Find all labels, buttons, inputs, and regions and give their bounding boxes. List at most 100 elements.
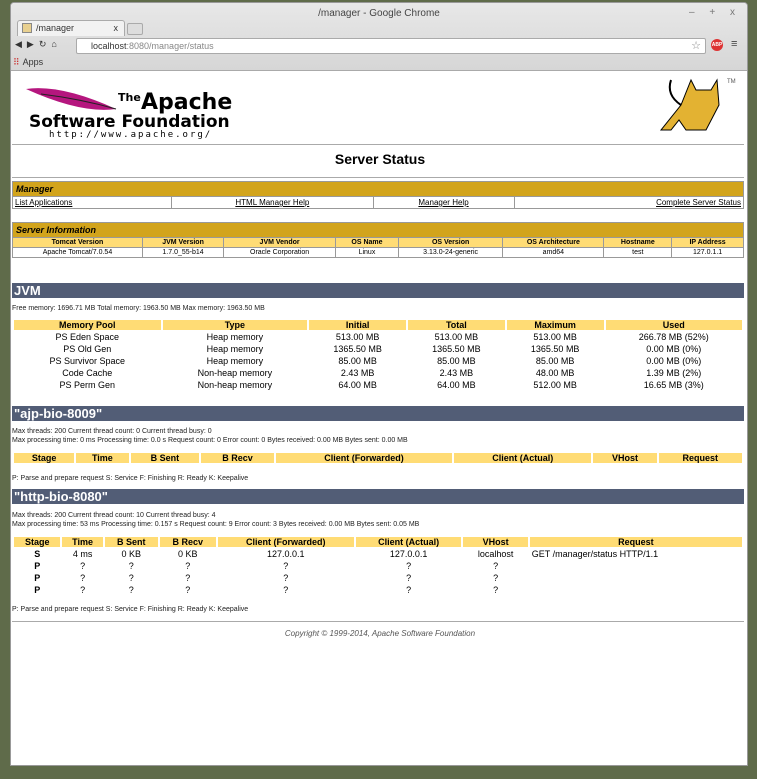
column-header: Tomcat Version [12, 237, 143, 248]
table-cell: Linux [334, 247, 399, 258]
copyright: Copyright © 1999-2014, Apache Software F… [284, 629, 476, 638]
svg-text:http://www.apache.org/: http://www.apache.org/ [49, 130, 212, 139]
address-bar[interactable]: localhost:8080/manager/status ☆ [76, 38, 706, 54]
table-cell: Heap memory [206, 356, 264, 366]
table-cell: 513.00 MB [434, 332, 479, 342]
table-row: PS Eden Space Heap memory 513.00 MB 513.00 … [14, 332, 742, 342]
http-stage-legend: P: Parse and prepare request S: Service … [12, 606, 249, 613]
jvm-memory-summary: Free memory: 1696.71 MB Total memory: 19… [12, 305, 265, 312]
table-cell: 85.00 MB [338, 356, 377, 366]
table-cell: 85.00 MB [535, 356, 575, 366]
table-cell: PS Eden Space [55, 332, 120, 342]
table-cell: ? [80, 585, 86, 595]
column-header: B Sent [104, 537, 158, 547]
list-applications-link[interactable]: List Applications [15, 198, 73, 207]
complete-server-status-link[interactable]: Complete Server Status [656, 198, 741, 207]
table-cell: 0 KB [178, 549, 198, 559]
ajp-thread-info: Max threads: 200 Current thread count: 0… [12, 428, 212, 435]
http-request-info: Max processing time: 53 ms Processing ti… [12, 521, 420, 528]
svg-text:Apache: Apache [141, 90, 232, 115]
column-header: OS Version [397, 237, 504, 248]
table-cell: ? [128, 585, 134, 595]
table-cell: PS Perm Gen [59, 380, 116, 390]
url-host: localhost [91, 41, 127, 51]
tomcat-logo: TM [659, 78, 736, 131]
bookmark-apps[interactable]: ⠿ Apps [13, 57, 43, 68]
manager-caption: Manager [12, 181, 744, 197]
table-cell: 513.00 MB [335, 332, 380, 342]
column-header: JVM Vendor [223, 237, 336, 248]
browser-chrome: /manager - Google Chrome – + x /manager x… [11, 3, 747, 71]
table-cell: localhost [477, 549, 514, 559]
window-controls[interactable]: – + x [689, 7, 741, 18]
column-header: Client (Forwarded) [217, 537, 354, 547]
table-cell: 0 KB [121, 549, 141, 559]
table-cell: 1365.50 MB [530, 344, 580, 354]
table-row: S 4 ms 0 KB 0 KB 127.0.0.1 127.0.0.1 localhost… [14, 549, 742, 559]
column-header: Request [658, 453, 742, 463]
table-cell: 127.0.0.1 [389, 549, 428, 559]
http-thread-info: Max threads: 200 Current thread count: 1… [12, 512, 216, 519]
menu-icon[interactable]: ≡ [731, 38, 738, 50]
html-manager-help-link[interactable]: HTML Manager Help [235, 198, 310, 207]
table-row: PS Perm Gen Non-heap memory 64.00 MB 64.00 … [14, 380, 742, 390]
apps-label: Apps [22, 57, 44, 67]
table-cell: Heap memory [206, 344, 264, 354]
table-cell: 64.00 MB [338, 380, 377, 390]
column-header: OS Architecture [502, 237, 605, 248]
column-header: VHost [593, 453, 657, 463]
table-cell: ? [185, 561, 191, 571]
table-cell [530, 573, 742, 583]
manager-help-link[interactable]: Manager Help [418, 198, 469, 207]
adblock-icon[interactable]: ABP [711, 39, 723, 51]
svg-text:The: The [118, 91, 141, 104]
page-title: Server Status [334, 151, 426, 167]
table-cell: GET /manager/status HTTP/1.1 [531, 549, 659, 559]
server-info-table: Server Information Tomcat Version JVM Ver… [12, 222, 744, 258]
forward-icon[interactable]: ▶ [26, 39, 39, 49]
table-cell: S [34, 549, 41, 559]
column-header: IP Address [671, 237, 744, 248]
table-cell: Oracle Corporation [223, 247, 336, 258]
table-cell: 266.78 MB (52%) [638, 332, 709, 342]
ajp-stage-legend: P: Parse and prepare request S: Service … [12, 475, 249, 482]
apache-logo[interactable]: The Apache Software Foundation http://ww… [21, 79, 241, 139]
table-cell: 48.00 MB [535, 368, 575, 378]
table-cell: 4 ms [72, 549, 93, 559]
url-path: :8080/manager/status [126, 41, 214, 51]
ajp-request-info: Max processing time: 0 ms Processing tim… [12, 437, 408, 444]
table-row: P?????? [14, 585, 742, 595]
new-tab-button[interactable] [127, 23, 143, 35]
column-header: OS Name [334, 237, 399, 248]
column-header: Request [529, 537, 742, 547]
ajp-connector-header: "ajp-bio-8009" [12, 406, 744, 421]
table-cell: test [603, 247, 673, 258]
table-cell: P [34, 561, 41, 571]
window-title: /manager - Google Chrome [318, 8, 440, 19]
table-cell: ? [406, 585, 412, 595]
memory-pool-table: Memory Pool Type Initial Total Maximum Used PS… [12, 318, 744, 392]
svg-text:TM: TM [727, 79, 736, 85]
reload-icon[interactable]: ↻ [38, 39, 52, 49]
table-cell: 2.43 MB [439, 368, 474, 378]
table-cell: 3.13.0-24-generic [397, 247, 504, 258]
table-cell: amd64 [502, 247, 605, 258]
table-cell: ? [80, 561, 86, 571]
column-header: Stage [14, 537, 61, 547]
table-cell: 0.00 MB (0%) [646, 356, 702, 366]
column-header: Type [162, 320, 308, 330]
table-cell: ? [283, 573, 289, 583]
home-icon[interactable]: ⌂ [51, 39, 62, 49]
column-header: Client (Actual) [454, 453, 592, 463]
table-cell: ? [80, 573, 86, 583]
tab-close-icon[interactable]: x [113, 23, 119, 33]
table-cell: ? [406, 573, 412, 583]
table-cell: Apache Tomcat/7.0.54 [12, 247, 143, 258]
tab-manager[interactable]: /manager x [17, 20, 125, 36]
back-icon[interactable]: ◀ [15, 39, 27, 49]
column-header: B Recv [159, 537, 216, 547]
table-row: Code Cache Non-heap memory 2.43 MB 2.43 MB 4… [14, 368, 742, 378]
bookmark-star-icon[interactable]: ☆ [691, 40, 701, 52]
table-cell: P [34, 585, 41, 595]
svg-text:Software Foundation: Software Foundation [29, 112, 230, 132]
